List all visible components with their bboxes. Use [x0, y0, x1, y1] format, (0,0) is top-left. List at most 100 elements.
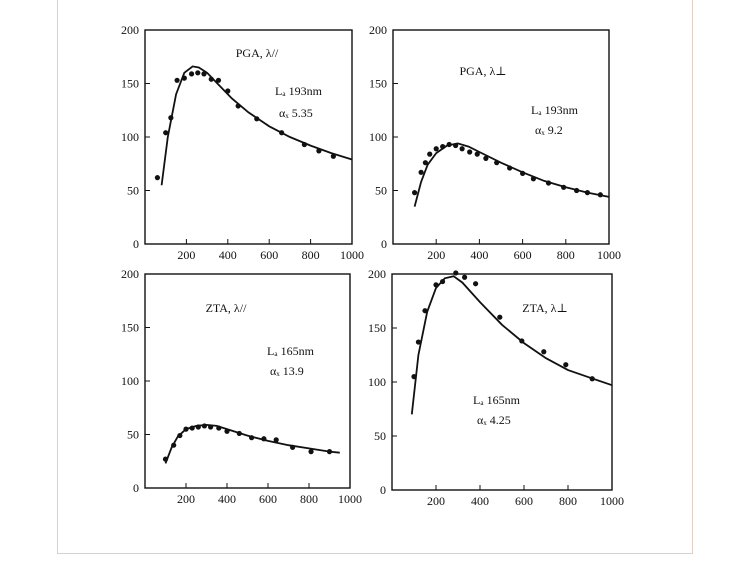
data-point	[162, 456, 169, 462]
x-tick-label: 400	[219, 248, 237, 262]
data-point	[520, 170, 526, 176]
data-point	[235, 103, 241, 109]
data-point	[507, 165, 513, 171]
y-tick-label: 100	[369, 130, 387, 144]
data-point	[215, 77, 222, 83]
data-point	[483, 155, 489, 161]
data-point	[541, 349, 547, 355]
fit-curve	[413, 142, 610, 207]
y-tick-label: 0	[133, 481, 139, 495]
data-point	[195, 424, 201, 430]
y-tick-label: 150	[121, 77, 139, 91]
x-tick-label: 800	[559, 494, 577, 508]
data-point	[208, 76, 214, 82]
plot-frame	[144, 29, 353, 245]
data-point	[279, 130, 285, 136]
data-point	[201, 71, 207, 77]
y-tick-label: 100	[121, 374, 139, 388]
data-point	[171, 442, 177, 448]
x-tick-label: 200	[427, 248, 445, 262]
x-tick-label: 600	[260, 248, 278, 262]
data-point	[163, 130, 169, 136]
chart-annotation: αₓ 13.9	[270, 364, 304, 378]
data-point	[597, 192, 603, 198]
data-point	[433, 146, 439, 152]
data-point	[249, 435, 255, 441]
chart-annotation: Lₐ 193nm	[531, 103, 579, 117]
chart-title: PGA, λ⊥	[459, 64, 506, 78]
x-tick-label: 400	[471, 494, 489, 508]
data-point	[225, 88, 231, 94]
x-tick-label: 1000	[597, 248, 621, 262]
x-tick-label: 800	[300, 492, 318, 506]
chart-panel-1: 0 50 100 150 200 200 400 600 800 1000 PGA, λ// Lₐ 1…	[121, 23, 364, 262]
y-tick-label: 150	[368, 321, 386, 335]
plot-frame	[144, 273, 351, 489]
data-point	[411, 374, 417, 380]
y-tick-label: 100	[121, 130, 139, 144]
y-tick-label: 200	[368, 267, 386, 281]
fit-curve	[164, 423, 340, 464]
data-point	[467, 149, 473, 155]
y-tick-label: 0	[133, 237, 139, 251]
data-point	[301, 141, 307, 148]
data-point	[440, 144, 446, 150]
data-point	[181, 75, 187, 81]
x-tick-label: 600	[515, 494, 533, 508]
plot-frame	[391, 273, 613, 491]
y-tick-label: 150	[369, 77, 387, 91]
data-point	[563, 362, 569, 368]
y-tick-label: 0	[381, 237, 387, 251]
x-tick-label: 600	[514, 248, 532, 262]
data-point	[290, 444, 296, 450]
data-point	[254, 116, 260, 122]
data-point	[174, 77, 180, 83]
chart-title: PGA, λ//	[236, 46, 279, 60]
x-tick-label: 1000	[338, 492, 362, 506]
chart-annotation: Lₐ 165nm	[473, 393, 521, 407]
data-point	[183, 426, 189, 432]
data-point	[308, 449, 314, 455]
x-tick-label: 800	[302, 248, 320, 262]
fit-curve	[410, 275, 613, 415]
data-point	[154, 175, 161, 181]
data-point	[422, 160, 428, 166]
chart-annotation: αₓ 9.2	[535, 123, 563, 137]
y-tick-label: 100	[368, 375, 386, 389]
data-point	[474, 151, 480, 157]
data-point	[418, 169, 424, 175]
data-point	[177, 432, 183, 439]
data-point	[422, 308, 428, 314]
chart-title: ZTA, λ⊥	[522, 301, 567, 315]
plot-frame	[392, 29, 610, 245]
data-point	[236, 430, 242, 437]
data-point	[201, 423, 208, 429]
y-tick-label: 200	[121, 23, 139, 37]
x-tick-label: 200	[177, 248, 195, 262]
data-point	[433, 282, 439, 288]
data-point	[224, 428, 230, 434]
x-tick-label: 1000	[600, 494, 624, 508]
x-tick-label: 400	[218, 492, 236, 506]
y-tick-label: 150	[121, 321, 139, 335]
chart-annotation: Lₐ 193nm	[275, 84, 323, 98]
data-point	[519, 338, 525, 344]
data-point	[589, 376, 595, 382]
data-point	[459, 146, 465, 152]
chart-title: ZTA, λ//	[206, 301, 248, 315]
fit-curve	[160, 65, 353, 186]
x-tick-label: 200	[427, 494, 445, 508]
figure-frame	[57, 0, 693, 554]
chart-annotation: Lₐ 165nm	[267, 344, 315, 358]
y-tick-label: 200	[369, 23, 387, 37]
x-tick-label: 1000	[340, 248, 364, 262]
chart-panel-2: 0 50 100 150 200 200 400 600 800 1000 PGA, λ⊥ Lₐ 19…	[369, 23, 621, 262]
data-point	[440, 278, 446, 285]
x-tick-label: 600	[259, 492, 277, 506]
data-point	[189, 425, 195, 431]
data-point	[494, 160, 500, 166]
y-tick-label: 200	[121, 267, 139, 281]
data-point	[584, 190, 591, 196]
data-point	[497, 314, 503, 320]
